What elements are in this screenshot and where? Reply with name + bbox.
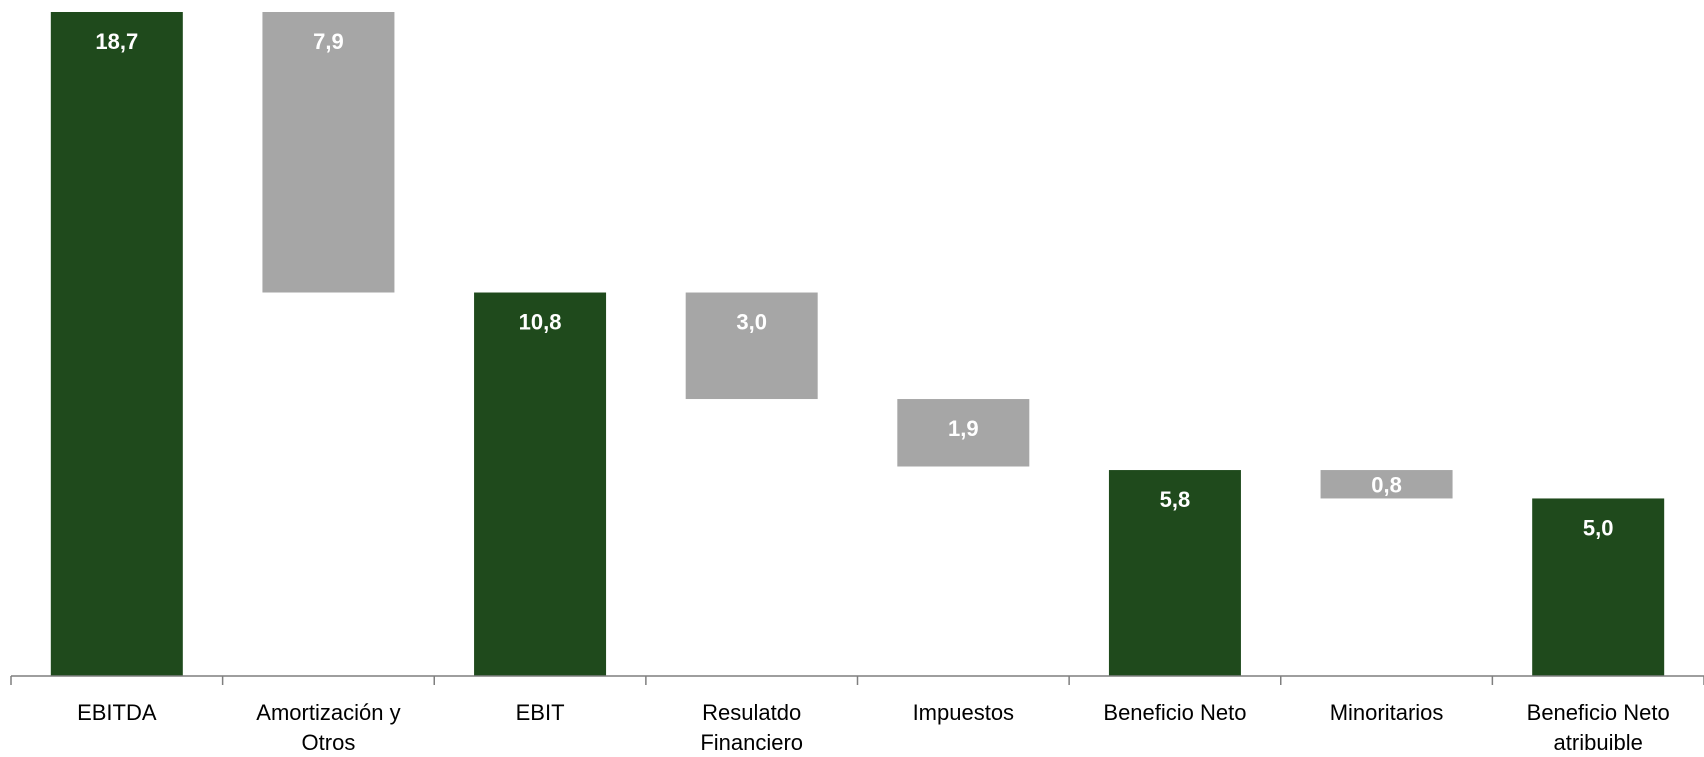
x-tick-label-line: Impuestos bbox=[913, 700, 1015, 725]
bar-value-label: 10,8 bbox=[519, 310, 562, 335]
total-bar bbox=[1532, 498, 1665, 676]
decrease-bar bbox=[685, 292, 818, 400]
total-bar bbox=[50, 12, 183, 676]
x-tick-label-line: Otros bbox=[302, 730, 356, 755]
x-tick-label-line: Minoritarios bbox=[1330, 700, 1444, 725]
x-tick-label: Minoritarios bbox=[1330, 700, 1444, 725]
x-tick-label-line: Resulatdo bbox=[702, 700, 801, 725]
x-tick-label: Beneficio Neto atribuible bbox=[1527, 700, 1670, 755]
total-bar bbox=[1108, 470, 1241, 676]
x-axis-ticks bbox=[10, 676, 1704, 685]
bars bbox=[50, 12, 1665, 676]
x-tick-label-line: Amortización y bbox=[256, 700, 400, 725]
x-tick-label-line: Financiero bbox=[700, 730, 803, 755]
x-tick-label-line: Beneficio Neto bbox=[1103, 700, 1246, 725]
bar-value-label: 7,9 bbox=[313, 29, 344, 54]
total-bar bbox=[474, 292, 607, 676]
x-tick-label-line: Beneficio Neto bbox=[1527, 700, 1670, 725]
x-tick-label: EBIT bbox=[516, 700, 565, 725]
x-tick-label-line: EBITDA bbox=[77, 700, 157, 725]
bar-value-label: 5,0 bbox=[1583, 515, 1614, 540]
bar-value-label: 5,8 bbox=[1160, 487, 1191, 512]
data-labels: 18,7 7,9 10,8 3,0 1,9 5,8 0,8 5,0 bbox=[95, 29, 1613, 540]
bar-value-label: 1,9 bbox=[948, 416, 979, 441]
x-tick-label: Impuestos bbox=[913, 700, 1015, 725]
decrease-bar bbox=[897, 399, 1030, 467]
decrease-bar bbox=[1320, 470, 1453, 499]
bar-value-label: 3,0 bbox=[736, 310, 767, 335]
x-tick-label-line: atribuible bbox=[1554, 730, 1643, 755]
x-tick-label: Beneficio Neto bbox=[1103, 700, 1246, 725]
x-tick-label: Amortización y Otros bbox=[256, 700, 400, 755]
bar-value-label: 0,8 bbox=[1371, 472, 1402, 497]
decrease-bar bbox=[262, 12, 395, 293]
bar-value-label: 18,7 bbox=[95, 29, 138, 54]
x-axis-tick-labels: EBITDA Amortización y Otros EBIT Resulatdo Fi… bbox=[77, 700, 1670, 755]
x-tick-label: EBITDA bbox=[77, 700, 157, 725]
x-tick-label-line: EBIT bbox=[516, 700, 565, 725]
x-tick-label: Resulatdo Financiero bbox=[700, 700, 803, 755]
